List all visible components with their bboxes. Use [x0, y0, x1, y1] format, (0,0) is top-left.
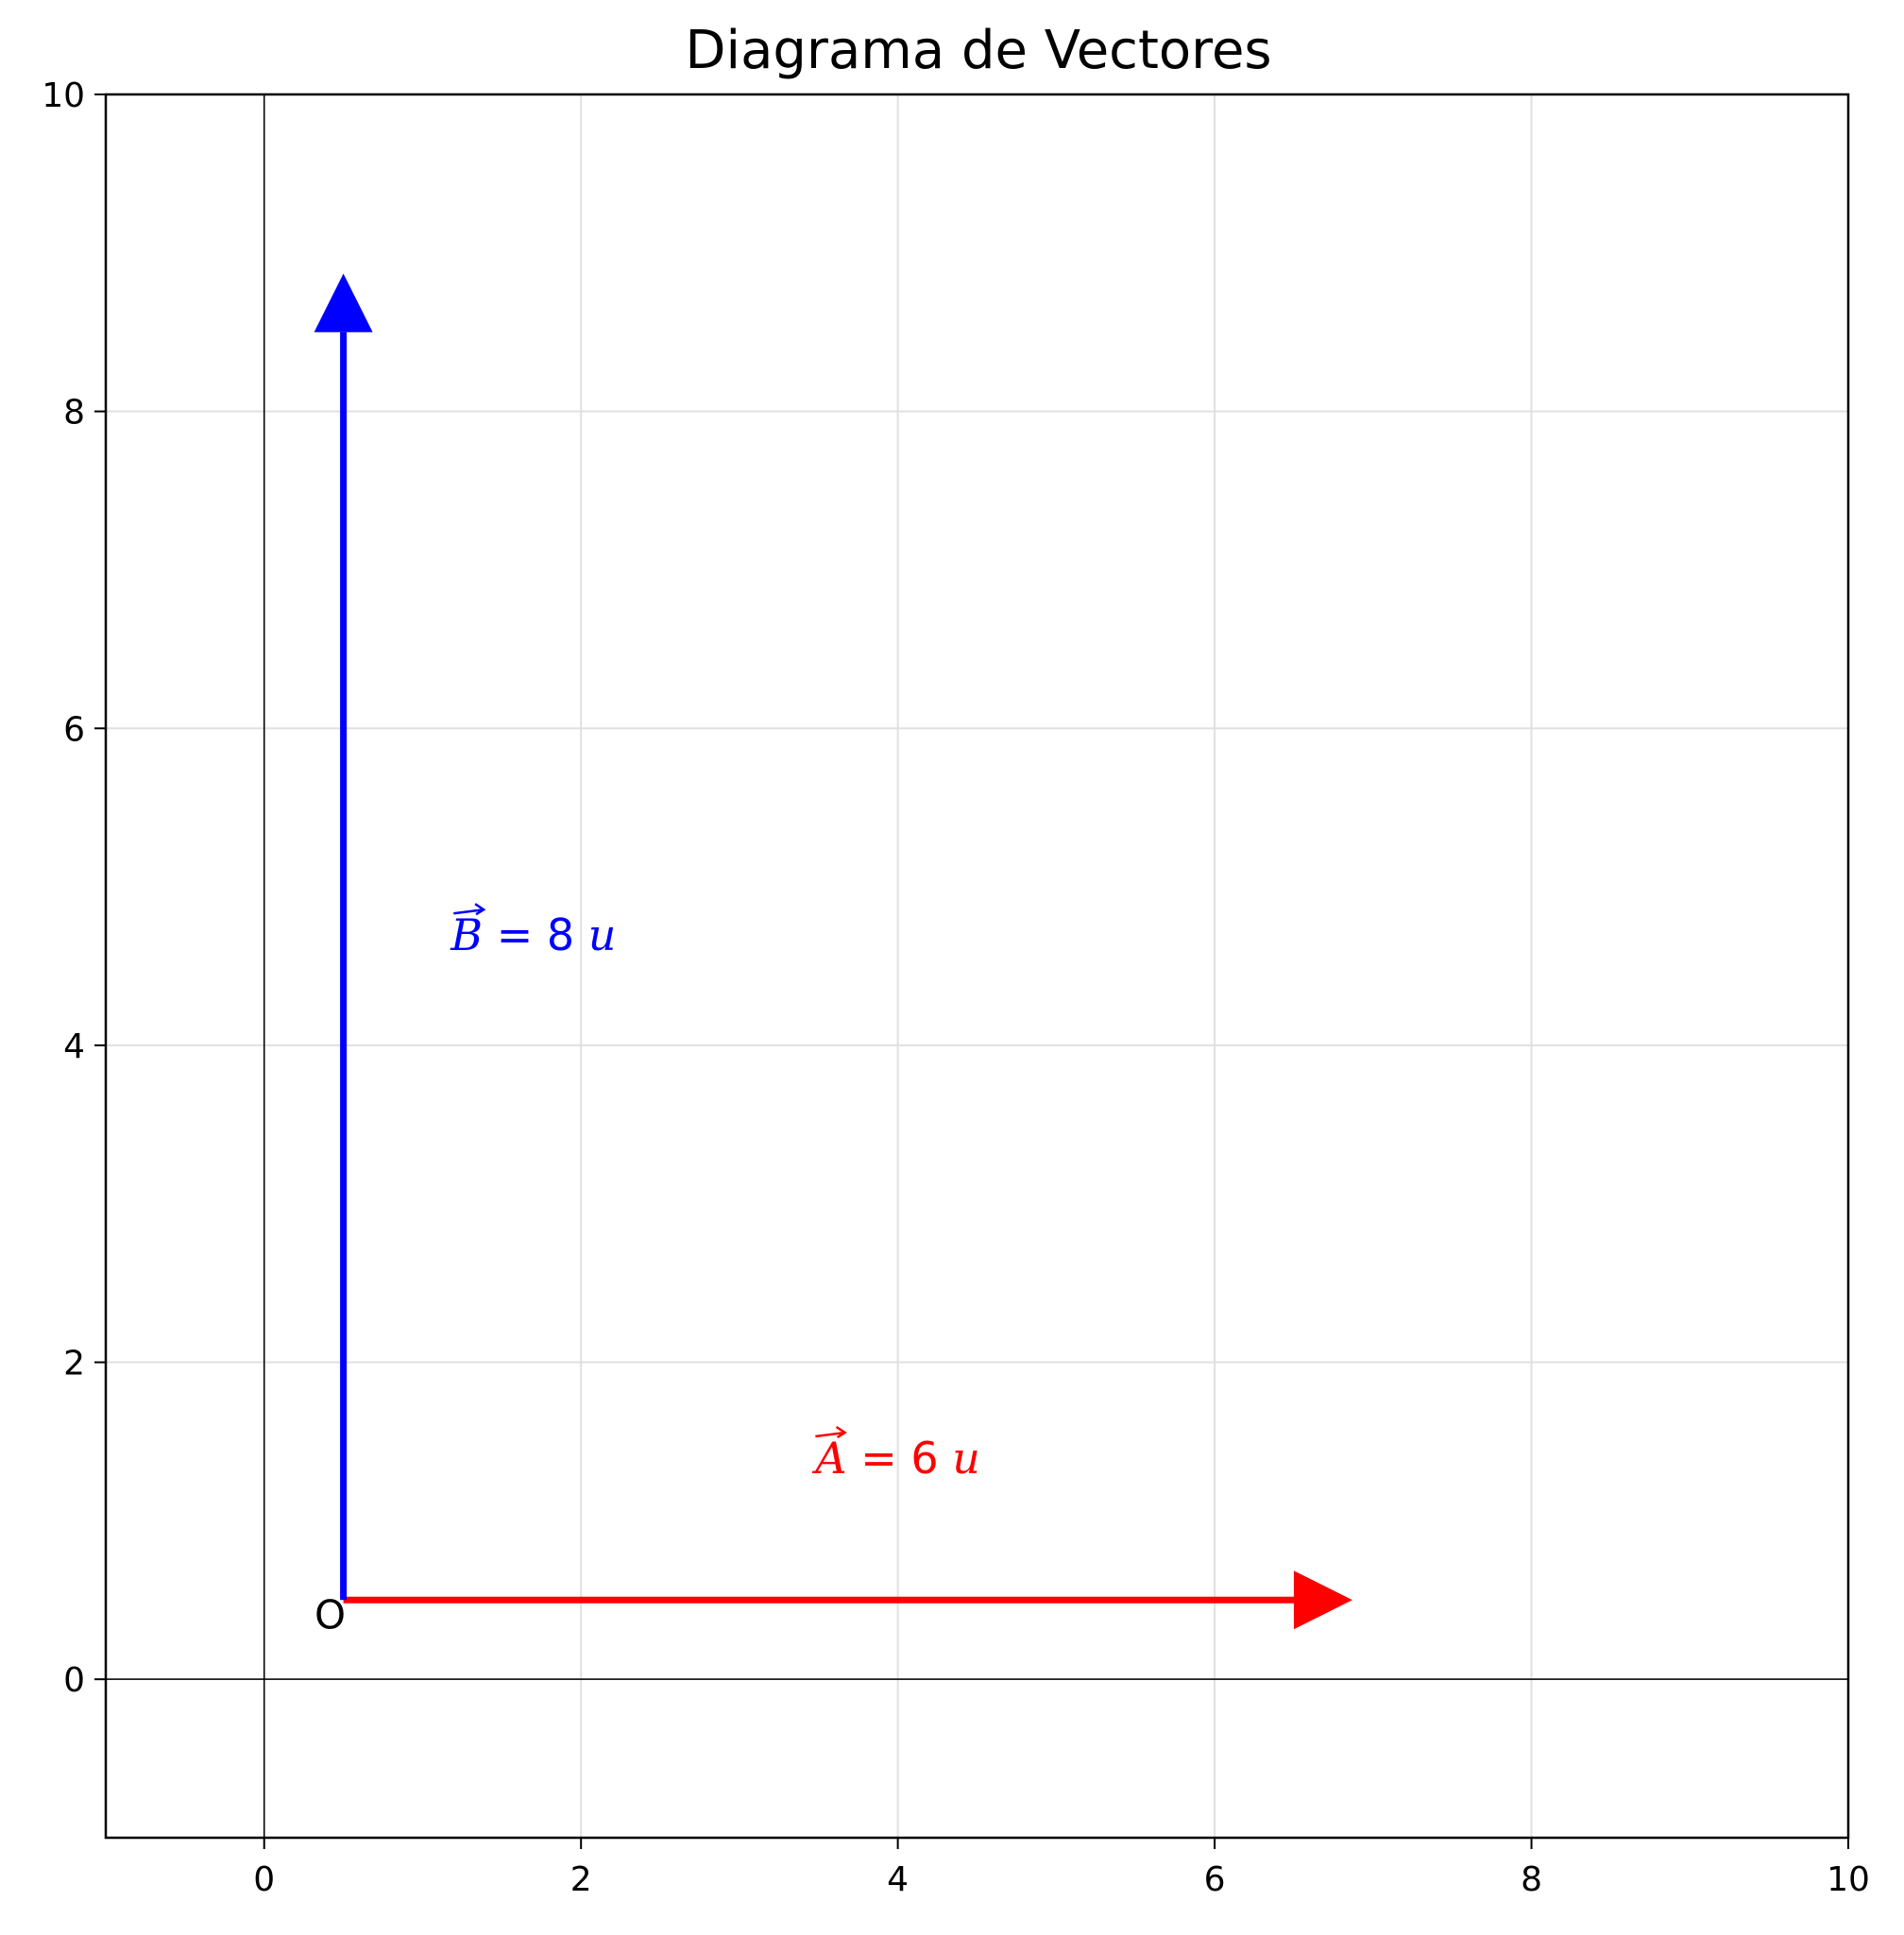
x-tick-label-4: 4 — [887, 1860, 909, 1899]
vector-a-label-arrowhead — [835, 1425, 847, 1439]
vector-a-label-arrow — [815, 1431, 845, 1438]
grid — [106, 93, 1849, 1838]
vector-b-label-arrowhead — [474, 903, 486, 916]
y-tick-label-6: 6 — [63, 710, 85, 749]
y-tick-label-2: 2 — [63, 1345, 85, 1383]
y-tick-label-8: 8 — [63, 394, 85, 433]
vector-a-label: A = 6 u — [811, 1433, 980, 1484]
x-tick-label-2: 2 — [570, 1860, 592, 1899]
plot-frame — [104, 93, 1850, 1840]
vector-b-label-arrow — [453, 908, 484, 915]
vector-b-label: B = 8 u — [450, 909, 616, 960]
vector-a-arrowhead — [1293, 1570, 1352, 1630]
x-tick-label-6: 6 — [1204, 1860, 1226, 1899]
origin-label: O — [314, 1591, 346, 1638]
vector-b-arrowhead — [314, 273, 373, 332]
y-tick-label-4: 4 — [63, 1027, 85, 1066]
x-tick-label-0: 0 — [253, 1860, 275, 1899]
ticks: 0 2 4 6 8 10 0 2 4 6 8 10 — [42, 76, 1870, 1899]
x-tick-label-8: 8 — [1521, 1860, 1542, 1899]
y-tick-label-10: 10 — [42, 76, 85, 115]
zero-axes — [106, 94, 1848, 1838]
vector-labels: A = 6 u B = 8 u O — [314, 903, 980, 1638]
vectors — [314, 273, 1352, 1630]
chart-title: Diagrama de Vectores — [685, 20, 1271, 81]
x-tick-label-10: 10 — [1827, 1860, 1870, 1899]
y-tick-label-0: 0 — [63, 1661, 85, 1700]
